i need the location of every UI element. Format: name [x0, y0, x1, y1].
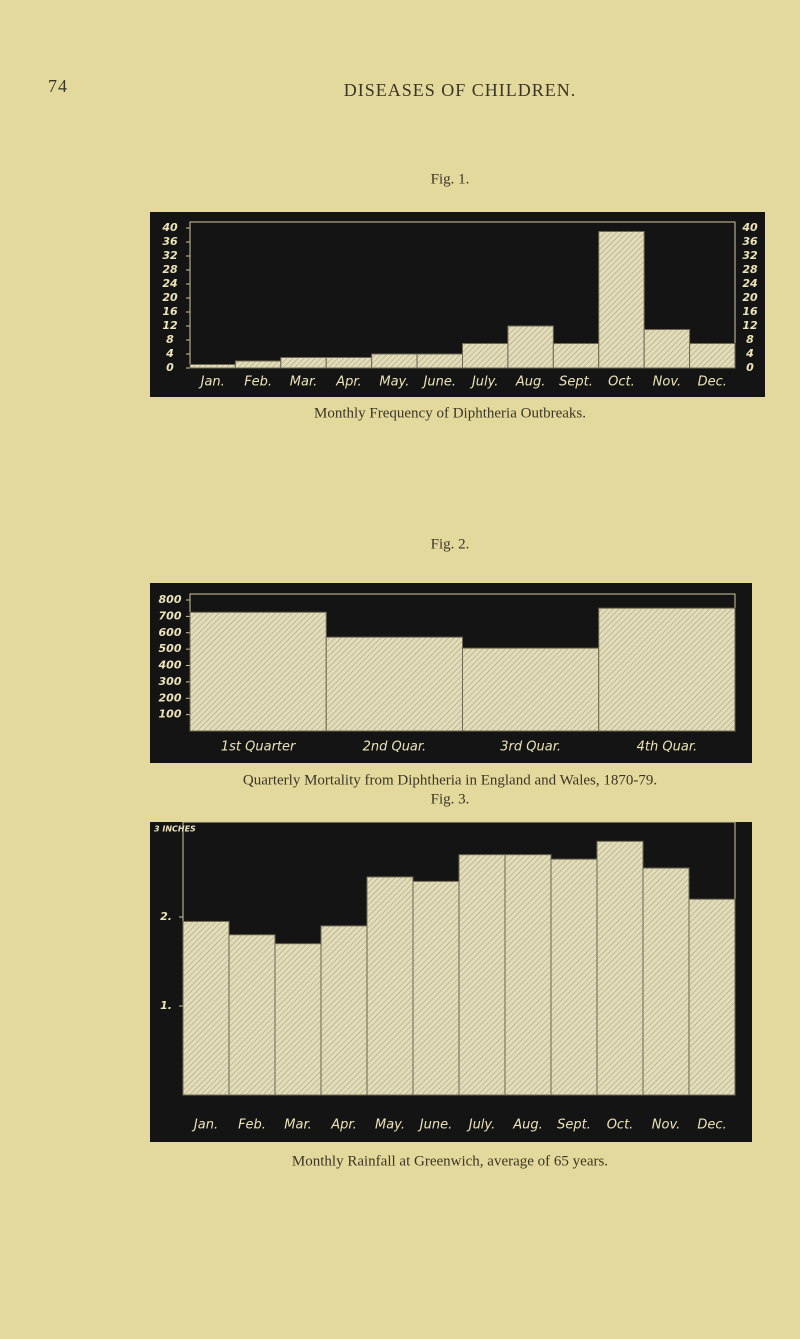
- bar-hatch: [321, 925, 367, 1095]
- x-tick-label: Aug.: [515, 375, 546, 390]
- bar-hatch: [417, 354, 463, 368]
- figure-title: Fig. 2.: [431, 536, 470, 552]
- x-tick-label: Dec.: [697, 1118, 726, 1133]
- y-tick-label: 4: [165, 347, 174, 360]
- y-tick-label: 800: [159, 593, 182, 606]
- y-tick-label: 1.: [160, 999, 172, 1012]
- figure-title: Fig. 3.: [431, 791, 470, 807]
- x-tick-label: 4th Quar.: [637, 740, 697, 755]
- x-tick-label: Mar.: [290, 375, 317, 390]
- x-tick-label: Sept.: [559, 375, 593, 390]
- y-tick-label-right: 36: [742, 235, 758, 248]
- bar-hatch: [505, 854, 551, 1095]
- bar-hatch: [326, 637, 463, 731]
- y-tick-label: 700: [159, 609, 182, 622]
- y-tick-label: 0: [166, 361, 174, 374]
- bar-hatch: [280, 357, 327, 368]
- x-tick-label: Dec.: [698, 375, 727, 390]
- bar-hatch: [229, 934, 275, 1095]
- x-tick-label: Nov.: [652, 1118, 680, 1133]
- x-tick-label: 1st Quarter: [221, 740, 297, 755]
- bar-hatch: [644, 329, 690, 368]
- bar-hatch: [643, 868, 689, 1095]
- bar-hatch: [190, 364, 236, 368]
- y-tick-label: 200: [159, 691, 182, 704]
- bar-hatch: [371, 354, 418, 368]
- x-tick-label: Sept.: [557, 1118, 591, 1133]
- figure-caption: Monthly Rainfall at Greenwich, average o…: [292, 1153, 608, 1169]
- y-tick-label: 16: [162, 305, 178, 318]
- x-tick-label: Aug.: [512, 1118, 543, 1133]
- y-tick-label: 24: [162, 277, 177, 290]
- y-tick-label: 3 INCHES: [154, 825, 196, 834]
- y-tick-label: 400: [158, 659, 182, 672]
- x-tick-label: June.: [421, 375, 456, 390]
- x-tick-label: Feb.: [238, 1118, 266, 1133]
- bar-hatch: [553, 343, 599, 368]
- bar-hatch: [689, 899, 735, 1095]
- figure-title: Fig. 1.: [431, 171, 470, 187]
- y-tick-label: 500: [159, 642, 182, 655]
- x-tick-label: July.: [466, 1118, 496, 1133]
- bar-hatch: [598, 608, 735, 731]
- y-tick-label-right: 4: [745, 347, 754, 360]
- bar-hatch: [459, 854, 505, 1095]
- x-tick-label: Nov.: [653, 375, 681, 390]
- y-tick-label-right: 12: [742, 319, 758, 332]
- x-tick-label: Apr.: [330, 1118, 356, 1133]
- x-tick-label: 3rd Quar.: [500, 740, 561, 755]
- bar-hatch: [190, 612, 327, 731]
- bar-hatch: [462, 343, 508, 368]
- y-tick-label: 32: [162, 249, 178, 262]
- bar-hatch: [275, 943, 321, 1095]
- bar-hatch: [598, 231, 645, 368]
- y-tick-label-right: 40: [741, 221, 758, 234]
- y-tick-label: 40: [161, 221, 178, 234]
- page-number: 74: [48, 76, 68, 96]
- x-tick-label: Jan.: [191, 1118, 218, 1133]
- x-tick-label: Feb.: [244, 375, 272, 390]
- chart-frame: [150, 212, 765, 397]
- y-tick-label: 12: [162, 319, 178, 332]
- y-tick-label: 2.: [160, 910, 172, 923]
- y-tick-label: 8: [166, 333, 174, 346]
- bar-hatch: [413, 881, 459, 1095]
- y-tick-label: 36: [162, 235, 178, 248]
- y-tick-label-right: 20: [742, 291, 758, 304]
- figure-caption: Quarterly Mortality from Diphtheria in E…: [243, 772, 657, 788]
- bar-hatch: [507, 326, 554, 368]
- x-tick-label: June.: [417, 1118, 452, 1133]
- y-tick-label-right: 32: [742, 249, 758, 262]
- y-tick-label-right: 8: [746, 333, 754, 346]
- x-tick-label: Oct.: [608, 375, 635, 390]
- x-tick-label: May.: [375, 1118, 405, 1133]
- y-tick-label: 28: [162, 263, 178, 276]
- y-tick-label-right: 28: [742, 263, 758, 276]
- y-tick-label-right: 16: [742, 305, 758, 318]
- y-tick-label-right: 24: [742, 277, 757, 290]
- bar-hatch: [326, 357, 372, 368]
- bar-hatch: [462, 648, 599, 731]
- x-tick-label: Jan.: [198, 375, 225, 390]
- bar-hatch: [183, 921, 229, 1095]
- x-tick-label: Apr.: [335, 375, 361, 390]
- x-tick-label: Oct.: [607, 1118, 634, 1133]
- y-tick-label: 600: [159, 626, 182, 639]
- y-tick-label-right: 0: [746, 361, 754, 374]
- y-tick-label: 100: [159, 708, 182, 721]
- x-tick-label: July.: [469, 375, 499, 390]
- y-tick-label: 300: [159, 675, 182, 688]
- x-tick-label: Mar.: [284, 1118, 311, 1133]
- x-tick-label: 2nd Quar.: [363, 740, 427, 755]
- figure-caption: Monthly Frequency of Diphtheria Outbreak…: [314, 405, 586, 421]
- bar-hatch: [689, 343, 735, 368]
- bar-hatch: [367, 876, 413, 1095]
- y-tick-label: 20: [162, 291, 178, 304]
- running-title: DISEASES OF CHILDREN.: [344, 80, 577, 100]
- x-tick-label: May.: [379, 375, 409, 390]
- bar-hatch: [597, 841, 643, 1095]
- bar-hatch: [551, 859, 597, 1095]
- bar-hatch: [235, 361, 281, 368]
